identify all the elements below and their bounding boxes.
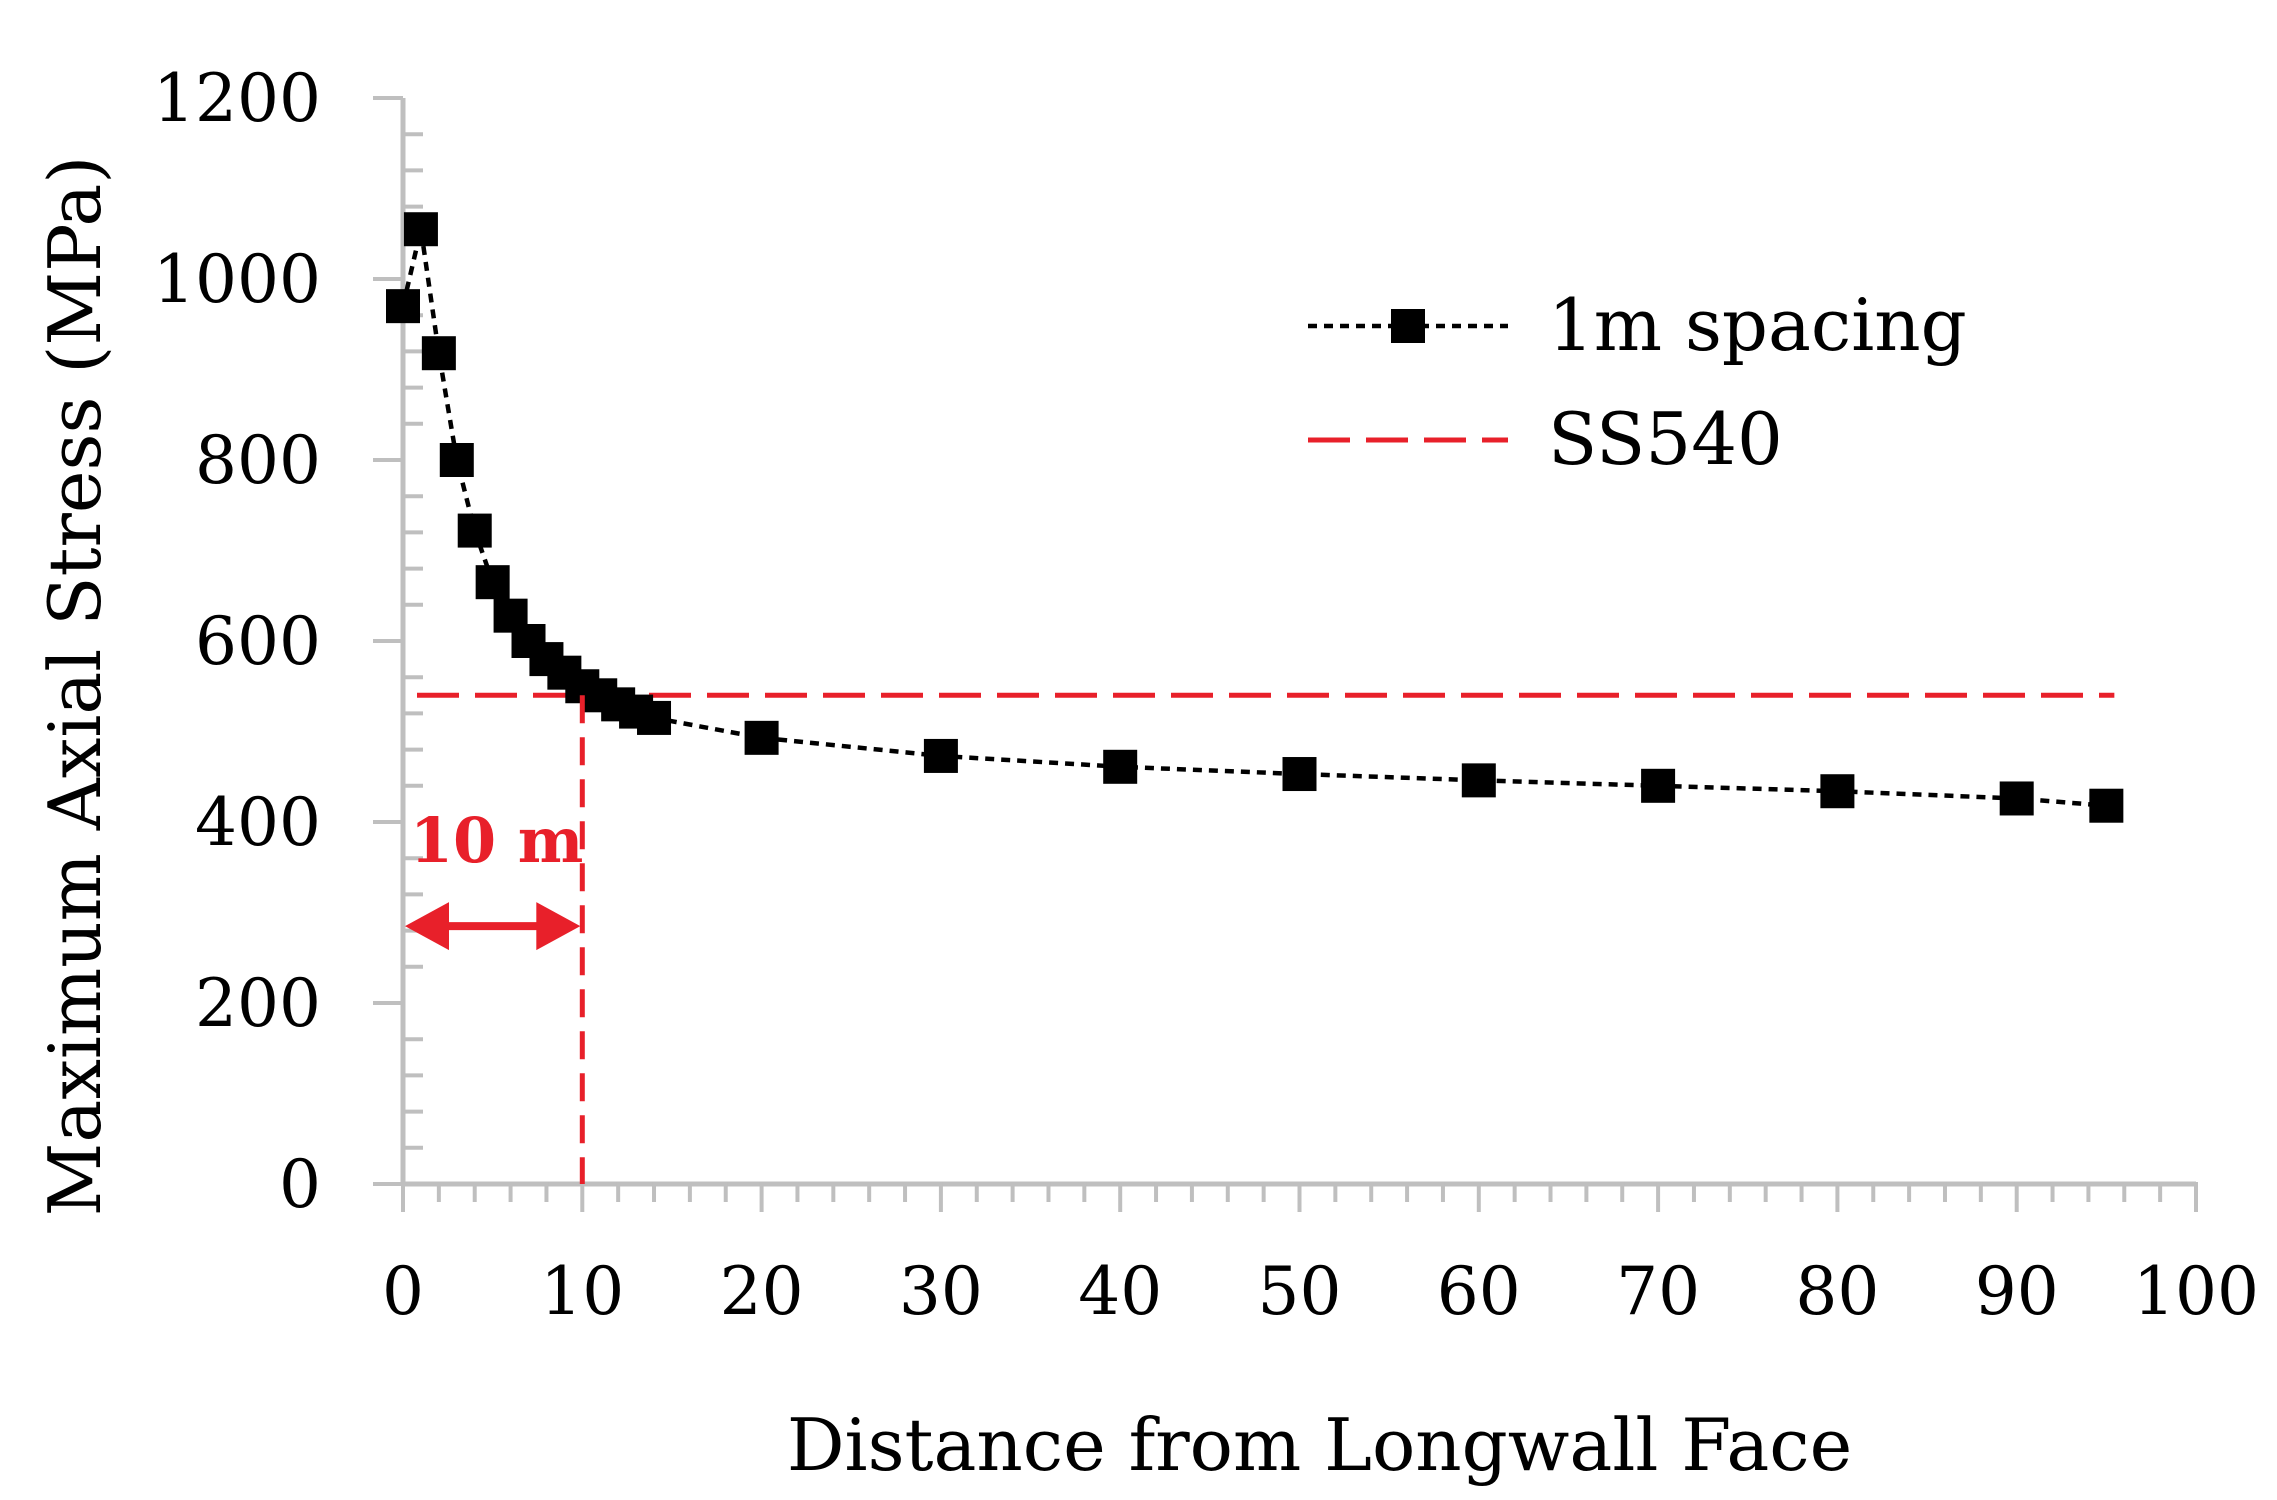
data-point: [1461, 763, 1496, 798]
x-tick-label: 60: [1437, 1253, 1521, 1330]
legend-label-1m-spacing: 1m spacing: [1548, 283, 1967, 367]
legend-label-ss540: SS540: [1548, 397, 1783, 481]
data-point: [923, 738, 958, 773]
axes: 0 10 20 30 40 50 60 70 80 90 100020040060080010001…: [33, 60, 2259, 1487]
x-tick-label: 80: [1795, 1253, 1879, 1330]
y-tick-label: 1200: [153, 60, 321, 137]
legend: 1m spacing SS540: [1308, 283, 1967, 481]
data-point: [457, 513, 492, 548]
data-point: [2089, 788, 2124, 823]
y-tick-label: 1000: [153, 241, 321, 318]
x-tick-label: 40: [1078, 1253, 1162, 1330]
data-point: [421, 336, 456, 371]
data-point: [1282, 757, 1317, 792]
y-tick-label: 0: [279, 1146, 321, 1223]
x-tick-label: 10: [540, 1253, 624, 1330]
x-tick-label: 90: [1975, 1253, 2059, 1330]
data-point: [1641, 768, 1676, 803]
x-tick-label: 0: [382, 1253, 424, 1330]
y-tick-label: 600: [195, 603, 321, 680]
arrow-right-head: [536, 902, 581, 951]
x-tick-label: 30: [899, 1253, 983, 1330]
data-point: [637, 700, 672, 735]
x-tick-label: 100: [2133, 1253, 2259, 1330]
x-tick-label: 20: [720, 1253, 804, 1330]
data-point: [1103, 749, 1138, 784]
arrow-left-head: [405, 902, 449, 951]
data-point: [744, 720, 779, 755]
legend-marker-1m-spacing: [1391, 309, 1425, 343]
data-point: [439, 443, 474, 477]
x-axis-title: Distance from Longwall Face: [787, 1403, 1852, 1487]
data-point: [1820, 774, 1855, 809]
y-tick-label: 800: [195, 422, 321, 499]
x-tick-label: 50: [1258, 1253, 1342, 1330]
series-layer: [386, 212, 2124, 823]
data-point: [1999, 781, 2034, 816]
data-point: [386, 289, 420, 324]
data-point: [403, 212, 438, 247]
x-tick-label: 70: [1616, 1253, 1700, 1330]
annotation-layer: 10 m: [405, 695, 585, 1184]
data-point: [475, 565, 510, 600]
y-tick-label: 200: [195, 965, 321, 1042]
y-axis-title: Maximum Axial Stress (MPa): [33, 156, 117, 1217]
y-tick-label: 400: [195, 784, 321, 861]
ten-meter-label: 10 m: [410, 804, 583, 877]
